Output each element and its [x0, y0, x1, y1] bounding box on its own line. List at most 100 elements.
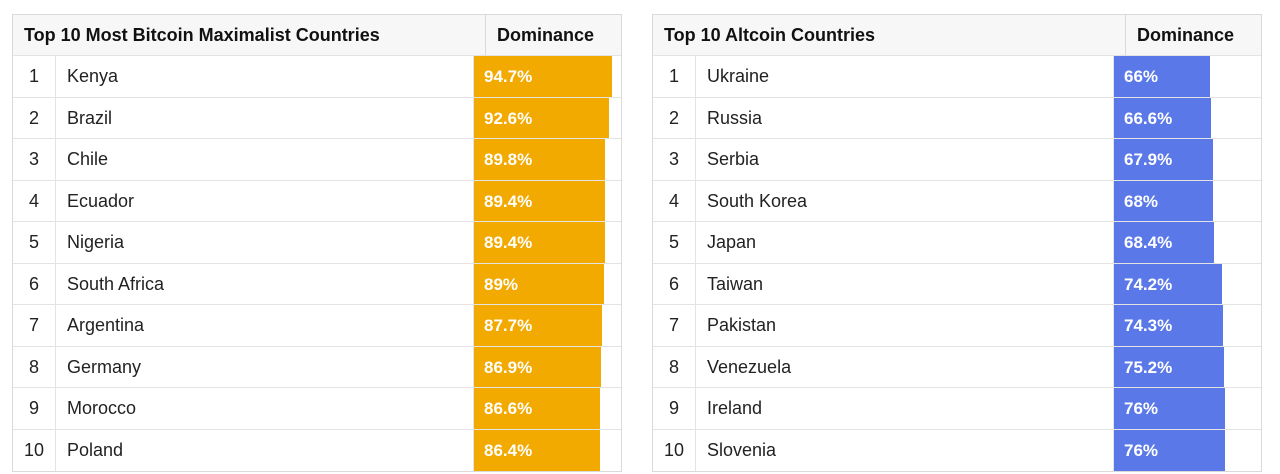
- country-cell: Ireland: [696, 388, 1114, 429]
- country-cell: Kenya: [56, 56, 474, 97]
- table-row: 10 Slovenia 76%: [653, 429, 1261, 471]
- dominance-value-label: 66%: [1124, 67, 1159, 86]
- country-cell: Germany: [56, 346, 474, 387]
- rank-cell: 8: [653, 346, 696, 387]
- rank-cell: 10: [13, 429, 56, 471]
- country-cell: Japan: [696, 222, 1114, 263]
- rank-cell: 2: [653, 97, 696, 138]
- dominance-value-label: 67.9%: [1124, 150, 1173, 169]
- dominance-bar: [474, 97, 610, 138]
- rank-cell: 5: [653, 222, 696, 263]
- country-cell: South Africa: [56, 263, 474, 304]
- rank-cell: 10: [653, 429, 696, 471]
- dominance-value-label: 76%: [1124, 399, 1159, 418]
- country-cell: Morocco: [56, 388, 474, 429]
- dominance-value-label: 66.6%: [1124, 108, 1173, 128]
- rank-cell: 1: [13, 56, 56, 97]
- dominance-bar: [474, 346, 601, 387]
- dominance-bar: [474, 263, 604, 304]
- dominance-value-label: 74.2%: [1124, 274, 1173, 294]
- dominance-bar: [1114, 388, 1225, 429]
- rank-cell: 1: [653, 56, 696, 97]
- dominance-value-label: 86.9%: [484, 357, 533, 377]
- table-header: Top 10 Most Bitcoin Maximalist Countries…: [13, 15, 621, 56]
- dominance-cell: 66.6%: [1114, 97, 1261, 138]
- dominance-value-label: 89.4%: [484, 191, 533, 211]
- country-cell: Slovenia: [696, 429, 1114, 471]
- altcoin-table: Top 10 Altcoin Countries Dominance 1 Ukra…: [652, 14, 1262, 472]
- dominance-bar: [1114, 305, 1223, 346]
- rank-cell: 9: [13, 388, 56, 429]
- rank-cell: 3: [653, 139, 696, 180]
- dominance-value-label: 86.6%: [484, 399, 533, 418]
- dominance-cell: 86.6%: [474, 388, 621, 429]
- country-cell: Poland: [56, 429, 474, 471]
- table-title: Top 10 Most Bitcoin Maximalist Countries: [13, 15, 486, 55]
- dominance-cell: 89.4%: [474, 180, 621, 221]
- dominance-cell: 74.2%: [1114, 263, 1261, 304]
- dominance-bar: [1114, 263, 1223, 304]
- dominance-bar: [474, 222, 605, 263]
- dominance-cell: 68%: [1114, 180, 1261, 221]
- bitcoin-maximalist-table: Top 10 Most Bitcoin Maximalist Countries…: [12, 14, 622, 472]
- dominance-bar: [1114, 222, 1214, 263]
- country-cell: Argentina: [56, 305, 474, 346]
- table-row: 4 Ecuador 89.4%: [13, 180, 621, 222]
- dominance-bar: [1114, 180, 1214, 221]
- dominance-bar: [1114, 56, 1211, 97]
- table-row: 9 Ireland 76%: [653, 388, 1261, 430]
- dominance-cell: 76%: [1114, 429, 1261, 471]
- dominance-value-label: 75.2%: [1124, 357, 1173, 377]
- table-row: 7 Argentina 87.7%: [13, 305, 621, 347]
- dominance-value-label: 92.6%: [484, 108, 533, 128]
- dominance-value-label: 89.4%: [484, 233, 533, 252]
- dominance-header: Dominance: [497, 25, 595, 45]
- dominance-bar: [474, 180, 605, 221]
- country-cell: Nigeria: [56, 222, 474, 263]
- rank-cell: 2: [13, 97, 56, 138]
- dominance-value-label: 68.4%: [1124, 233, 1173, 252]
- dominance-cell: 68.4%: [1114, 222, 1261, 263]
- dominance-cell: 86.4%: [474, 429, 621, 471]
- dominance-value-label: 87.7%: [484, 316, 533, 335]
- table-row: 3 Chile 89.8%: [13, 139, 621, 181]
- table-row: 2 Russia 66.6%: [653, 97, 1261, 139]
- country-cell: Taiwan: [696, 263, 1114, 304]
- dominance-cell: 89.4%: [474, 222, 621, 263]
- dominance-cell: 87.7%: [474, 305, 621, 346]
- dominance-cell: 89.8%: [474, 139, 621, 180]
- table-row: 5 Nigeria 89.4%: [13, 222, 621, 264]
- rank-cell: 5: [13, 222, 56, 263]
- dominance-cell: 86.9%: [474, 346, 621, 387]
- table-row: 8 Germany 86.9%: [13, 346, 621, 388]
- table-row: 6 South Africa 89%: [13, 263, 621, 305]
- table-row: 6 Taiwan 74.2%: [653, 263, 1261, 305]
- rank-cell: 6: [13, 263, 56, 304]
- dominance-bar: [1114, 139, 1214, 180]
- dominance-value-label: 86.4%: [484, 440, 533, 460]
- table-row: 4 South Korea 68%: [653, 180, 1261, 222]
- table-title: Top 10 Altcoin Countries: [653, 15, 1126, 55]
- dominance-bar: [474, 429, 601, 471]
- dominance-bar: [1114, 97, 1212, 138]
- country-cell: Serbia: [696, 139, 1114, 180]
- dominance-bar: [474, 388, 601, 429]
- dominance-value-label: 94.7%: [484, 67, 533, 86]
- table-row: 1 Kenya 94.7%: [13, 56, 621, 98]
- country-cell: Ukraine: [696, 56, 1114, 97]
- table-body: 1 Ukraine 66% 2 Russia 66.6% 3 Serbia 67.9% 4 Sout…: [653, 56, 1261, 471]
- table-header: Top 10 Altcoin Countries Dominance: [653, 15, 1261, 56]
- rank-cell: 3: [13, 139, 56, 180]
- dominance-value-label: 74.3%: [1124, 316, 1173, 335]
- dominance-cell: 75.2%: [1114, 346, 1261, 387]
- dominance-value-label: 89.8%: [484, 150, 533, 169]
- country-cell: Venezuela: [696, 346, 1114, 387]
- table-body: 1 Kenya 94.7% 2 Brazil 92.6% 3 Chile 89.8% 4 Ecuad…: [13, 56, 621, 471]
- dominance-bar: [1114, 346, 1224, 387]
- rank-cell: 6: [653, 263, 696, 304]
- dominance-cell: 92.6%: [474, 97, 621, 138]
- dominance-bar: [474, 139, 606, 180]
- dominance-bar: [474, 305, 602, 346]
- dominance-header: Dominance: [1137, 25, 1235, 45]
- country-cell: Pakistan: [696, 305, 1114, 346]
